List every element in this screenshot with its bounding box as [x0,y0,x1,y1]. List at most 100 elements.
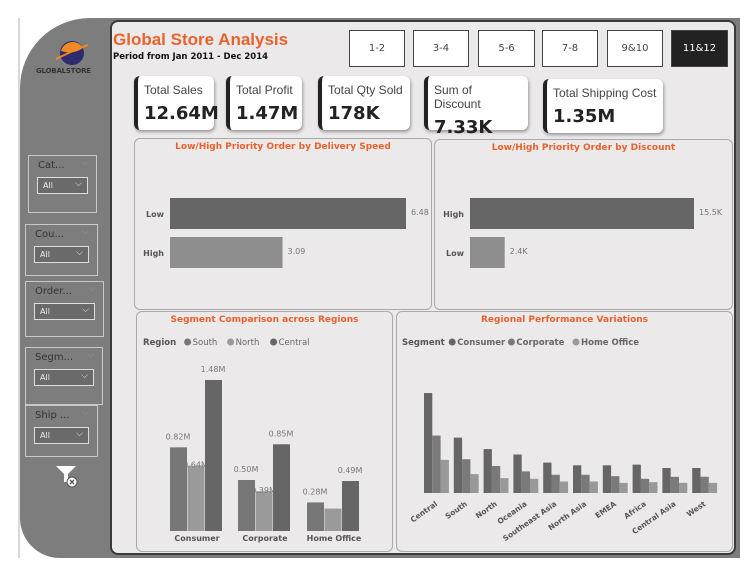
divider [18,18,20,558]
bar [470,474,479,493]
kpi-value: 1.47M [236,103,299,124]
category-label: Low [446,249,465,258]
bar [692,468,701,493]
chevron-down-icon[interactable]: ⌵ [82,227,89,237]
category-label: High [143,249,164,258]
kpi-card: Total Profit 1.47M [226,76,302,130]
data-label: 0.39M [251,486,276,495]
month-button-3-4[interactable]: 3-4 [413,30,469,67]
bar [632,464,641,493]
bar [513,454,522,493]
chevron-down-icon[interactable]: ⌵ [88,284,95,294]
slicer-value: All [40,431,50,440]
slicer-dropdown[interactable]: All ⌵ [34,303,95,320]
kpi-card: Total Qty Sold 178K [318,76,410,130]
slicer-dropdown[interactable]: All ⌵ [37,177,88,194]
data-label: 0.50M [234,465,259,474]
bar [440,459,449,493]
chevron-down-icon[interactable]: ⌵ [81,158,88,168]
slicer-label: Ship ... [35,410,70,421]
bar [649,482,658,493]
bar [708,482,718,493]
slicer: Cou... ⌵ All ⌵ [25,224,98,276]
kpi-value: 178K [328,103,380,124]
data-label: 0.85M [269,429,294,438]
category-label: Southeast Asia [501,499,558,543]
clear-filters-button[interactable] [55,465,79,493]
chevron-down-icon[interactable]: ⌵ [87,350,94,360]
slicer-dropdown[interactable]: All ⌵ [34,369,94,386]
legend-item: Central [279,338,310,348]
bar [470,198,694,229]
category-label: South [443,499,469,521]
bar [432,435,441,493]
bar [700,476,709,493]
kpi-label: Total Shipping Cost [553,86,657,100]
bar [483,449,492,493]
kpi-card: Total Shipping Cost 1.35M [543,79,663,133]
slicer-label: Order... [35,286,73,297]
legend-marker [572,338,580,346]
bar [619,482,628,493]
slicer-value: All [40,250,50,259]
data-label: 15.5K [699,208,723,217]
data-label: 0.28M [303,487,328,496]
data-label: 3.09 [288,247,306,256]
bar [521,471,530,493]
data-label: 2.4K [510,247,529,256]
slicer-dropdown[interactable]: All ⌵ [34,246,89,263]
bar [205,380,222,531]
segment-comparison-chart: Segment Comparison across Regions Region… [136,311,393,552]
slicer-value: All [40,307,50,316]
slicer: Cat... ⌵ All ⌵ [28,155,97,213]
legend-item: Home Office [581,338,639,348]
legend-marker [227,338,235,346]
bar [491,465,501,493]
legend-item: North [236,338,260,348]
logo: GLOBALSTORE [36,35,108,80]
bar [573,465,582,493]
chevron-down-icon: ⌵ [81,371,88,381]
category-label: Africa [622,499,648,521]
delivery-speed-chart: Low/High Priority Order by Delivery Spee… [134,138,432,310]
bar [470,237,505,268]
slicer: Ship ... ⌵ All ⌵ [25,405,98,457]
kpi-label: Total Qty Sold [328,83,403,97]
kpi-value: 7.33K [434,117,493,138]
month-button-5-6[interactable]: 5-6 [478,30,535,67]
chart-title: Regional Performance Variations [480,315,649,325]
chevron-down-icon[interactable]: ⌵ [82,408,89,418]
data-label: 1.48M [201,365,226,374]
month-button-9-10[interactable]: 9&10 [607,30,663,67]
bar [273,444,290,531]
legend-marker [448,338,456,346]
category-label: West [685,499,708,519]
bar [670,476,679,493]
kpi-value: 1.35M [553,106,616,127]
data-label: 0.64M [183,461,208,470]
bar [170,447,187,531]
kpi-label: Total Profit [236,83,293,97]
data-label: 0.82M [166,432,191,441]
data-label: 0.49M [338,466,363,475]
bar [500,478,509,493]
bar [559,481,569,493]
kpi-card: Sum of Discount 7.33K [424,76,528,138]
kpi-card: Total Sales 12.64M [134,76,219,130]
logo-text: GLOBALSTORE [36,67,91,75]
legend-title: Segment [402,338,445,348]
month-button-11-12[interactable]: 11&12 [671,30,728,67]
bar [462,459,471,493]
bar [170,237,283,268]
month-button-1-2[interactable]: 1-2 [349,30,405,67]
chart-title: Segment Comparison across Regions [170,315,359,325]
slicer-label: Cou... [35,229,64,240]
chevron-down-icon: ⌵ [76,429,83,439]
filter-clear-icon [56,466,78,488]
kpi-value: 12.64M [144,103,219,124]
slicer-value: All [43,181,53,190]
legend-item: South [193,338,218,348]
month-button-7-8[interactable]: 7-8 [542,30,598,67]
slicer-dropdown[interactable]: All ⌵ [34,427,89,444]
discount-chart: Low/High Priority Order by Discount High… [434,139,733,310]
